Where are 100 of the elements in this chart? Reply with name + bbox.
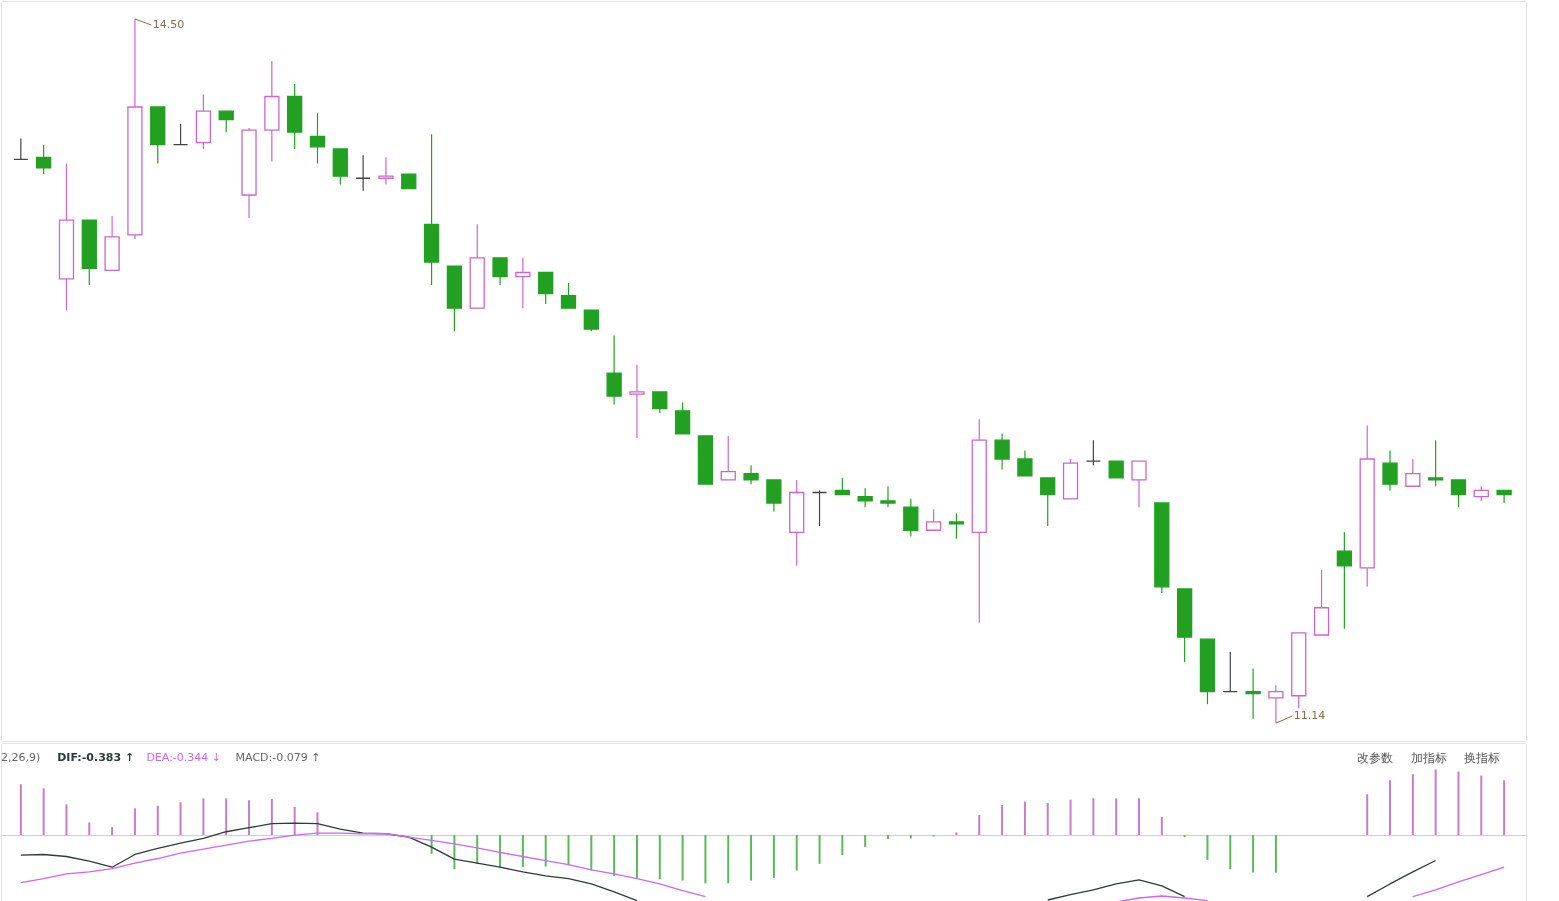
candlestick [629,364,645,439]
bar [453,835,456,870]
candlestick [1428,439,1444,487]
bar [886,835,889,840]
bar [156,805,159,836]
candlestick [674,401,691,435]
bar [818,835,821,864]
candlestick [1131,460,1147,508]
bar [681,835,684,881]
candlestick [1222,651,1238,693]
bar [1389,780,1392,836]
candlestick [583,309,599,332]
candlestick [652,391,668,414]
candlestick [378,156,394,186]
bar [567,835,570,866]
bar [1183,835,1186,838]
text: 2,26,9) [1,751,41,764]
bar [727,835,730,884]
bar [1366,794,1369,836]
bar [1480,775,1483,836]
candlestick [811,489,828,527]
bar [864,835,867,848]
text: DEA:-0.344 ↓ [146,751,222,764]
bar [1274,835,1277,873]
candlestick [1245,667,1261,720]
candlestick [857,487,873,508]
candlestick [492,257,508,286]
candlestick [1382,450,1398,492]
bar [1023,801,1026,836]
candlestick [720,435,736,481]
bar [841,835,844,856]
candlestick [515,257,531,309]
bar [88,822,91,836]
bar [795,835,798,871]
candlestick [994,433,1010,471]
candlestick [1085,439,1102,466]
bar [1252,835,1255,873]
bar [613,835,616,876]
bar [1115,798,1118,836]
text: MACD:-0.079 ↑ [235,751,321,764]
candlestick [1496,489,1512,504]
candlestick [355,154,371,192]
candlestick [36,144,52,175]
candlestick [1336,531,1353,630]
bar [1069,799,1072,836]
text: 换指标 [1464,751,1500,765]
candlestick [309,112,326,165]
text: 改参数 [1357,751,1393,765]
bar [179,802,182,836]
bar [499,835,502,868]
bar [270,798,273,836]
bar [111,827,114,836]
bar [1138,798,1140,836]
bar [248,800,251,836]
bar [772,835,775,878]
candlestick [1268,684,1284,724]
candlestick [13,137,29,161]
bar [1001,804,1004,836]
bar [1457,771,1460,836]
bar [544,835,547,867]
bar [19,784,22,836]
annotation: 14.50 [152,18,185,31]
candlestick [743,464,759,485]
bar [658,835,661,880]
candlestick [880,485,896,508]
candlestick [766,479,782,512]
bar [202,798,205,836]
bar [1411,774,1414,836]
bar [42,788,45,836]
bar [1206,835,1209,860]
candlestick [948,512,965,540]
text: DIF:-0.383 ↑ [57,751,135,764]
candlestick [1405,458,1421,487]
candlestick [1450,479,1467,508]
candlestick [1040,477,1056,527]
bar [1434,769,1437,836]
bar [133,808,136,836]
bar [955,832,958,836]
candlestick [560,282,577,309]
text: 加指标 [1410,751,1447,765]
bar [978,815,981,836]
candlestick [218,110,234,133]
candlestick [606,334,622,406]
candlestick [538,271,554,305]
bar [1160,817,1163,836]
candlestick [903,498,919,538]
bar [1092,798,1095,836]
candlestick [925,508,942,531]
candlestick [172,123,189,146]
bar [65,804,68,836]
bar [1046,802,1049,836]
bar [225,798,228,836]
bar [1503,780,1506,836]
bar [704,835,707,884]
bar [635,835,638,878]
bar [521,835,524,868]
annotation: 11.14 [1293,709,1326,722]
bar [1229,835,1232,870]
candlestick [1017,450,1033,477]
bar [750,835,753,881]
